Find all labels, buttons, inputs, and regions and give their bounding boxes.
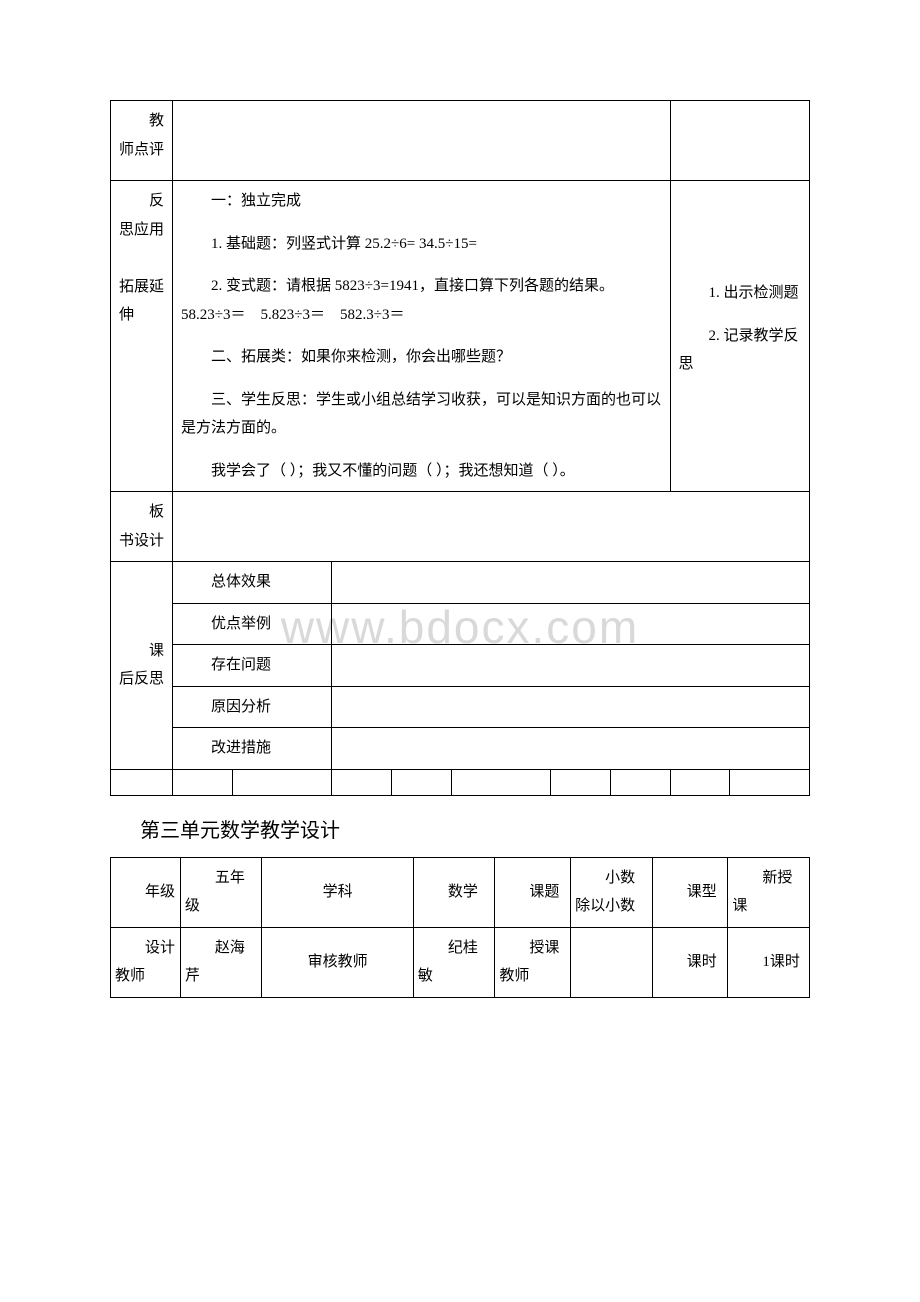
topic-value: 小数除以小数 <box>571 857 653 927</box>
grade-value: 五年级 <box>180 857 262 927</box>
reviewer-label: 审核教师 <box>262 927 413 997</box>
subject-label: 学科 <box>262 857 413 927</box>
sub-pros-content <box>332 603 810 645</box>
strip-10 <box>730 769 810 795</box>
reflect-right-p1: 1. 出示检测题 <box>679 279 802 308</box>
sub-cause: 原因分析 <box>173 686 332 728</box>
sub-problems: 存在问题 <box>173 645 332 687</box>
sub-cause-content <box>332 686 810 728</box>
reflect-p1: 一：独立完成 <box>181 187 661 216</box>
reflect-extend-label: 反思应用 拓展延伸 <box>111 181 173 492</box>
strip-4 <box>332 769 392 795</box>
strip-7 <box>551 769 611 795</box>
strip-8 <box>610 769 670 795</box>
section-title: 第三单元数学教学设计 <box>140 814 810 843</box>
reflect-p5: 三、学生反思：学生或小组总结学习收获，可以是知识方面的也可以是方法方面的。 <box>181 386 661 443</box>
teacher-comment-label: 教师点评 <box>111 101 173 181</box>
strip-9 <box>670 769 730 795</box>
reflect-p3: 2. 变式题：请根据 5823÷3=1941，直接口算下列各题的结果。58.23… <box>181 272 661 329</box>
period-value: 1课时 <box>728 927 810 997</box>
type-value: 新授课 <box>728 857 810 927</box>
designer-label: 设计教师 <box>111 927 181 997</box>
extend-label-text: 拓展延伸 <box>119 279 164 324</box>
sub-improve: 改进措施 <box>173 728 332 770</box>
strip-1 <box>111 769 173 795</box>
grade-label: 年级 <box>111 857 181 927</box>
reflect-p4: 二、拓展类：如果你来检测，你会出哪些题？ <box>181 343 661 372</box>
reviewer-value: 纪桂敏 <box>413 927 495 997</box>
designer-value: 赵海芹 <box>180 927 262 997</box>
period-label: 课时 <box>652 927 728 997</box>
board-design-label: 板书设计 <box>111 492 173 562</box>
strip-2 <box>173 769 233 795</box>
topic-label: 课题 <box>495 857 571 927</box>
sub-overall-content <box>332 562 810 604</box>
type-label: 课型 <box>652 857 728 927</box>
sub-improve-content <box>332 728 810 770</box>
sub-pros: 优点举例 <box>173 603 332 645</box>
board-design-content <box>173 492 810 562</box>
teacher-comment-content <box>173 101 670 181</box>
teacher-comment-right <box>670 101 810 181</box>
teacher-label: 授课教师 <box>495 927 571 997</box>
strip-6 <box>451 769 550 795</box>
reflect-content: 一：独立完成 1. 基础题：列竖式计算 25.2÷6= 34.5÷15= 2. … <box>173 181 670 492</box>
sub-overall: 总体效果 <box>173 562 332 604</box>
reflect-label-text: 反思应用 <box>119 193 164 238</box>
teacher-value <box>571 927 653 997</box>
reflect-p2: 1. 基础题：列竖式计算 25.2÷6= 34.5÷15= <box>181 230 661 259</box>
reflect-p6: 我学会了（ ）；我又不懂的问题（ ）；我还想知道（ ）。 <box>181 457 661 486</box>
postclass-reflect-label: 课后反思 <box>111 562 173 770</box>
lesson-table-upper: 教师点评 反思应用 拓展延伸 一：独立完成 1. 基础题：列竖式计算 25.2÷… <box>110 100 810 796</box>
reflect-right-p2: 2. 记录教学反思 <box>679 322 802 379</box>
strip-3 <box>232 769 332 795</box>
sub-problems-content <box>332 645 810 687</box>
strip-5 <box>392 769 452 795</box>
lesson-table-lower: 年级 五年级 学科 数学 课题 小数除以小数 课型 新授课 设计教师 赵海芹 审… <box>110 857 810 998</box>
subject-value: 数学 <box>413 857 495 927</box>
reflect-right: 1. 出示检测题 2. 记录教学反思 <box>670 181 810 492</box>
